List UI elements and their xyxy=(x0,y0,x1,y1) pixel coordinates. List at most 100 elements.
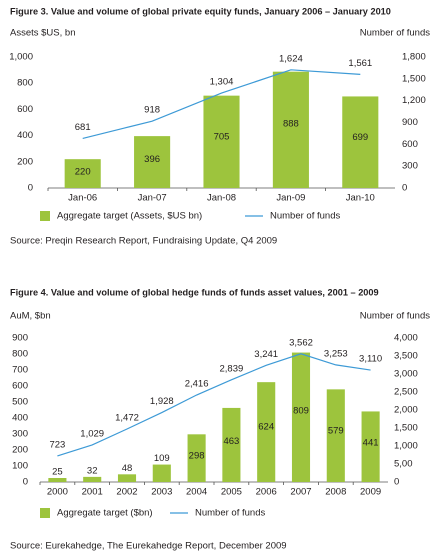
line xyxy=(82,69,361,140)
line-value-label: 3,562 xyxy=(289,337,313,348)
line-value-label: 1,029 xyxy=(80,428,104,439)
y-tick-label: 400 xyxy=(17,130,33,141)
bar-value-label: 624 xyxy=(258,422,274,433)
y-tick-label: 1,000 xyxy=(9,52,33,63)
y2-tick-label: 1,800 xyxy=(402,52,426,63)
y2-tick-label: 0 xyxy=(394,477,399,488)
x-tick-label: 2005 xyxy=(221,487,242,498)
x-tick-label: 2006 xyxy=(256,487,277,498)
line-value-label: 723 xyxy=(49,439,65,450)
bar-value-label: 48 xyxy=(122,463,133,474)
x-tick-label: Jan-09 xyxy=(276,193,305,204)
line-value-label: 3,110 xyxy=(359,354,382,365)
bar xyxy=(152,464,171,482)
bar xyxy=(222,407,241,482)
y-axis-title: Assets $US, bn xyxy=(10,28,75,39)
x-tick-label: 2009 xyxy=(360,487,381,498)
x-tick-label: Jan-08 xyxy=(207,193,236,204)
line-value-label: 1,624 xyxy=(279,53,303,64)
x-tick-label: 2004 xyxy=(186,487,207,498)
y-tick-label: 500 xyxy=(12,397,28,408)
y2-tick-label: 5,00 xyxy=(394,459,413,470)
line-value-label: 2,839 xyxy=(220,363,244,374)
y2-tick-label: 1,500 xyxy=(402,73,426,84)
y2-tick-label: 3,500 xyxy=(394,351,418,362)
line-value-label: 1,304 xyxy=(210,77,234,88)
y-tick-label: 700 xyxy=(12,365,28,376)
bar-value-label: 298 xyxy=(189,450,205,461)
legend-swatch xyxy=(40,508,50,518)
x-tick-label: 2007 xyxy=(290,487,311,498)
y-tick-label: 900 xyxy=(12,333,28,344)
y2-tick-label: 1,200 xyxy=(402,95,426,106)
line-value-label: 681 xyxy=(75,122,91,133)
bar xyxy=(134,136,171,188)
bar-value-label: 809 xyxy=(293,405,309,416)
chart-title: Figure 3. Value and volume of global pri… xyxy=(10,6,391,16)
bar xyxy=(361,411,380,482)
source-note: Source: Preqin Research Report, Fundrais… xyxy=(10,236,277,247)
bar xyxy=(83,476,102,482)
line xyxy=(57,353,371,457)
bar-value-label: 888 xyxy=(283,119,299,130)
line-value-label: 918 xyxy=(144,105,160,116)
bar xyxy=(257,382,276,482)
y-tick-label: 600 xyxy=(17,104,33,115)
x-tick-label: 2001 xyxy=(82,487,103,498)
y-tick-label: 100 xyxy=(12,461,28,472)
bar xyxy=(187,434,206,482)
chart-title: Figure 4. Value and volume of global hed… xyxy=(10,287,379,297)
bar xyxy=(291,352,311,482)
y2-tick-label: 2,000 xyxy=(394,405,418,416)
legend-label: Number of funds xyxy=(195,508,265,519)
x-tick-label: Jan-10 xyxy=(346,193,375,204)
y-tick-label: 600 xyxy=(12,381,28,392)
bar-value-label: 441 xyxy=(363,438,379,449)
y2-tick-label: 0 xyxy=(402,183,407,194)
y-axis-title: AuM, $bn xyxy=(10,311,51,322)
y2-tick-label: 1,000 xyxy=(394,441,418,452)
line-value-label: 1,561 xyxy=(348,58,372,69)
y-tick-label: 200 xyxy=(17,156,33,167)
legend-label: Aggregate target ($bn) xyxy=(57,508,153,519)
bar xyxy=(272,71,309,188)
bar xyxy=(342,96,379,188)
y2-tick-label: 600 xyxy=(402,139,418,150)
bar xyxy=(117,474,137,482)
y-tick-label: 800 xyxy=(12,349,28,360)
y-tick-label: 300 xyxy=(12,429,28,440)
line-value-label: 3,241 xyxy=(254,349,278,360)
y2-tick-label: 2,500 xyxy=(394,387,418,398)
source-note: Source: Eurekahedge, The Eurekahedge Rep… xyxy=(10,541,287,552)
bar xyxy=(203,95,240,188)
bar-value-label: 396 xyxy=(144,154,160,165)
line-value-label: 3,253 xyxy=(324,348,348,359)
y2-axis-title: Number of funds xyxy=(360,311,430,322)
x-tick-label: Jan-07 xyxy=(138,193,167,204)
y-tick-label: 200 xyxy=(12,445,28,456)
bar-value-label: 579 xyxy=(328,426,344,437)
y-tick-label: 0 xyxy=(23,477,28,488)
bar-value-label: 109 xyxy=(154,453,170,464)
legend-swatch xyxy=(40,211,50,221)
bar-value-label: 220 xyxy=(75,167,91,178)
bar-value-label: 32 xyxy=(87,465,98,476)
y2-tick-label: 300 xyxy=(402,161,418,172)
bar xyxy=(326,389,345,482)
y-tick-label: 800 xyxy=(17,78,33,89)
y-tick-label: 400 xyxy=(12,413,28,424)
bar-value-label: 25 xyxy=(52,467,63,478)
x-tick-label: 2008 xyxy=(325,487,346,498)
bar-value-label: 463 xyxy=(223,436,239,447)
line-value-label: 2,416 xyxy=(185,379,209,390)
x-tick-label: 2000 xyxy=(47,487,68,498)
bar-value-label: 705 xyxy=(214,132,230,143)
y2-tick-label: 900 xyxy=(402,117,418,128)
bar xyxy=(64,159,101,188)
y2-tick-label: 3,000 xyxy=(394,369,418,380)
legend-label: Number of funds xyxy=(270,211,340,222)
x-tick-label: 2002 xyxy=(116,487,137,498)
y2-axis-title: Number of funds xyxy=(360,28,430,39)
